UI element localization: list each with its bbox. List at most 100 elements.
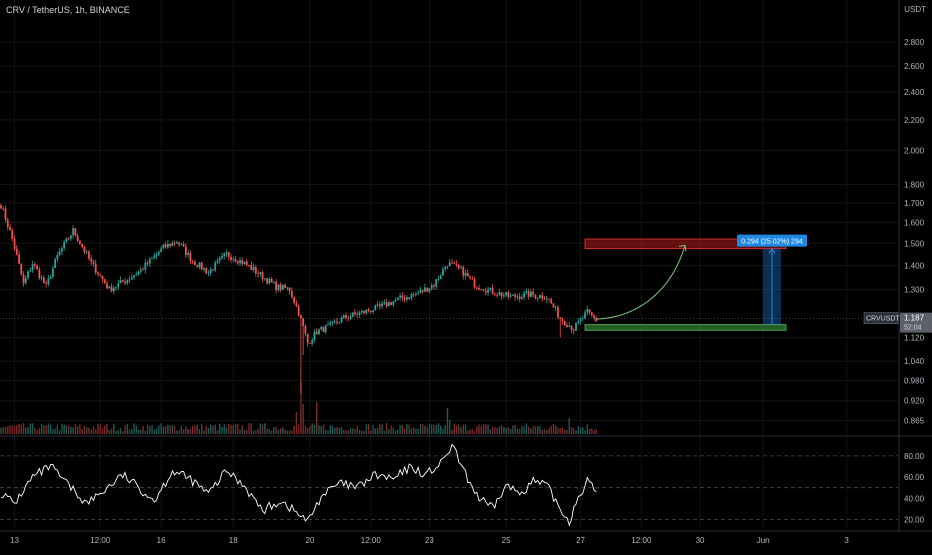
candle-body [148,258,151,264]
volume-bar [467,430,469,434]
volume-bar [512,425,514,434]
volume-bar [61,423,63,434]
volume-bar [180,426,183,434]
candle-body [160,248,163,252]
candle-body [29,270,32,272]
volume-bar [261,424,264,434]
volume-bar [275,426,277,434]
candle-body [236,261,239,264]
time-tick-label: 18 [229,536,238,545]
candle-body [31,264,34,271]
candle-body [318,329,320,335]
candle-body [81,243,84,247]
candle-body [263,278,266,280]
candle-body [194,261,196,265]
volume-bar [485,424,487,434]
volume-bar [113,423,115,434]
candle-body [505,292,508,296]
volume-bar [232,425,234,434]
candle-body [239,260,241,264]
candle-body [480,289,483,291]
candle-body [360,310,363,313]
candle-body [521,297,523,299]
candle-body [74,228,77,236]
candle-body [541,295,544,299]
candle-series [0,203,598,394]
candle-body [121,280,124,282]
volume-bar [588,428,591,434]
volume-bar [286,430,289,434]
volume-bar [95,429,97,434]
candle-body [142,269,144,271]
time-tick-label: 30 [696,536,705,545]
candle-body [570,325,573,330]
volume-bar [426,427,428,434]
volume-bar [557,427,559,434]
candle-body [155,254,158,256]
volume-bar [548,428,550,434]
candle-body [254,267,257,274]
candle-body [525,291,528,293]
volume-bar [385,423,388,434]
candle-body [518,296,521,299]
candle-body [457,264,460,268]
volume-bar [135,425,137,434]
candle-body [169,243,172,247]
volume-bar [119,427,122,434]
volume-bar [252,430,255,434]
volume-bar [173,426,176,434]
rsi-tick-label: 60.00 [904,473,925,482]
candle-body [327,324,329,326]
candle-body [378,304,381,307]
volume-bar [13,425,16,434]
volume-bar [79,424,81,434]
candle-body [336,321,338,323]
volume-bar [397,429,399,434]
price-tick-label: 2.600 [904,62,925,71]
volume-bar [327,430,329,434]
candle-body [27,271,29,279]
volume-bar [595,429,598,434]
price-tick-label: 2.400 [904,88,925,97]
symbol-legend[interactable]: CRV / TetherUS, 1h, BINANCE [6,5,130,15]
candle-body [340,317,343,323]
candle-body [124,281,126,284]
volume-bar [264,423,266,434]
volume-bar [212,425,214,434]
volume-bar [155,428,158,434]
volume-bar [176,430,178,434]
candle-body [70,235,72,239]
volume-bar [43,425,45,434]
candle-body [550,299,553,304]
time-tick-label: 20 [305,536,314,545]
volume-bar [370,430,372,434]
candle-body [433,285,435,287]
volume-bar [399,424,401,434]
volume-bar [352,428,354,434]
candle-body [453,263,456,264]
candle-body [51,268,54,278]
volume-bar [29,423,32,434]
candle-body [130,277,133,280]
candle-body [38,269,41,278]
volume-bar [440,425,442,434]
candle-body [290,291,293,297]
candle-body [42,277,45,284]
candle-body [475,287,478,289]
volume-bar [365,424,368,434]
candle-body [322,326,325,333]
volume-bar [279,428,282,434]
volume-bar [167,424,169,434]
volume-bar [288,430,291,434]
volume-bar [196,424,198,434]
volume-bar [593,430,595,434]
candle-body [511,294,514,296]
volume-bar [99,424,101,434]
volume-bar [0,427,2,434]
volume-bar [169,425,171,434]
volume-bar [90,429,92,434]
volume-bar [270,430,273,434]
candle-body [430,285,433,289]
